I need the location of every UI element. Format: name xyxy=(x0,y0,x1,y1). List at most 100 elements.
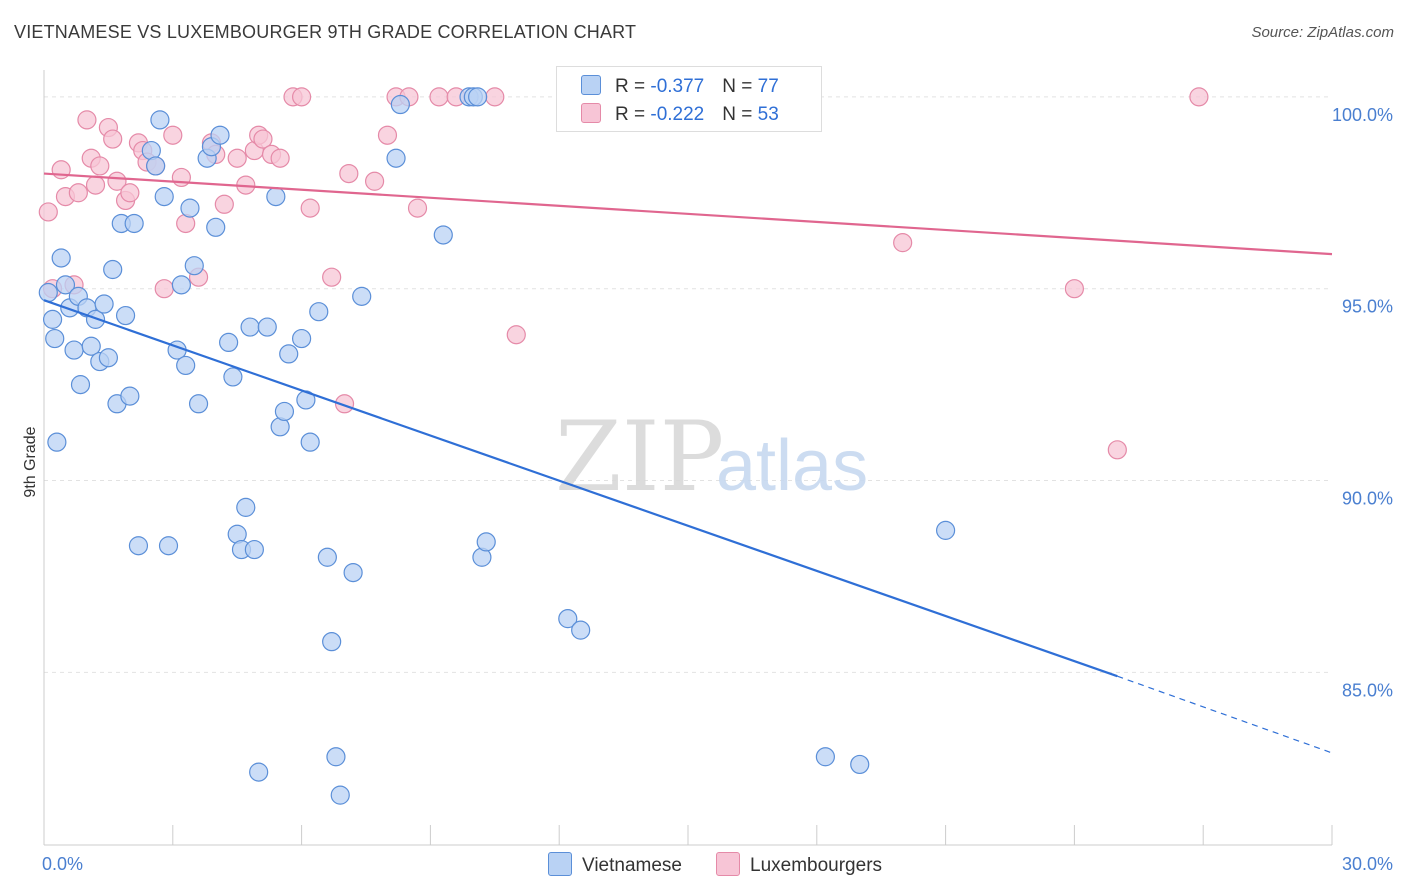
data-point xyxy=(210,125,230,145)
data-point xyxy=(506,325,526,345)
data-point xyxy=(223,367,243,387)
correlation-legend: R = -0.377 N = 77 R = -0.222 N = 53 xyxy=(556,66,822,132)
luxembourger-trend-line xyxy=(43,172,1333,256)
luxembourger-legend-swatch-icon xyxy=(716,852,740,876)
legend-n-value: 53 xyxy=(757,104,779,125)
y-tick-label: 95.0% xyxy=(1342,297,1393,317)
data-point xyxy=(115,305,136,326)
data-point xyxy=(70,375,91,395)
data-point xyxy=(236,497,256,517)
data-point xyxy=(322,632,342,652)
data-point xyxy=(206,217,226,237)
data-point xyxy=(433,225,453,245)
data-point xyxy=(1064,279,1085,299)
data-point xyxy=(81,336,101,356)
x-tick-label: 0.0% xyxy=(42,854,83,874)
vietnamese-legend-swatch-icon xyxy=(548,852,572,876)
bottom-legend-label: Vietnamese xyxy=(582,855,682,876)
vietnamese-trend-line xyxy=(43,299,1118,678)
data-point xyxy=(485,87,505,107)
data-point xyxy=(103,129,123,149)
data-point xyxy=(42,309,63,329)
data-point xyxy=(326,747,346,767)
bottom-legend-luxembourger: Luxembourgers xyxy=(716,852,882,877)
data-point xyxy=(47,432,67,452)
data-point xyxy=(154,279,174,299)
data-point xyxy=(352,286,372,306)
legend-n-label: N = xyxy=(722,104,758,125)
data-point xyxy=(77,110,97,130)
data-point xyxy=(180,198,200,218)
data-point xyxy=(171,275,191,295)
data-point xyxy=(90,156,110,176)
data-point xyxy=(45,328,65,349)
chart-title: VIETNAMESE VS LUXEMBOURGER 9TH GRADE COR… xyxy=(14,22,637,42)
legend-n-value: 77 xyxy=(757,76,779,97)
data-point xyxy=(120,183,140,203)
data-point xyxy=(429,87,449,107)
data-point xyxy=(334,394,355,414)
data-point xyxy=(107,171,127,191)
y-tick-label: 90.0% xyxy=(1342,489,1393,509)
y-tick-label: 85.0% xyxy=(1342,680,1393,700)
legend-row-vietnamese: R = -0.377 N = 77 xyxy=(581,75,779,98)
data-point xyxy=(850,754,870,775)
data-point xyxy=(146,156,166,176)
data-point xyxy=(219,332,239,353)
legend-row-luxembourger: R = -0.222 N = 53 xyxy=(581,103,779,126)
data-point xyxy=(893,233,913,253)
data-point xyxy=(815,747,835,767)
legend-r-label: R = xyxy=(615,76,651,97)
data-point xyxy=(128,536,149,556)
data-point xyxy=(158,536,179,556)
tick-labels: 100.0% 95.0% 90.0% 85.0% 0.0% 30.0% xyxy=(42,105,1393,874)
axis-layer xyxy=(43,70,1333,846)
data-point xyxy=(244,539,264,560)
data-point xyxy=(476,532,496,552)
watermark-zip: ZIP xyxy=(555,401,724,513)
data-point xyxy=(163,125,183,145)
data-point xyxy=(407,198,428,218)
data-point xyxy=(300,198,320,218)
data-point xyxy=(214,194,234,214)
data-point xyxy=(171,167,191,188)
watermark-atlas: atlas xyxy=(716,426,868,506)
data-point xyxy=(240,317,260,337)
data-point xyxy=(184,256,204,276)
vietnamese-swatch-icon xyxy=(581,75,601,95)
bottom-legend-label: Luxembourgers xyxy=(750,855,883,876)
data-point xyxy=(309,302,329,322)
data-point xyxy=(253,129,273,149)
data-point xyxy=(270,148,290,168)
legend-r-label: R = xyxy=(615,104,651,125)
luxembourger-swatch-icon xyxy=(581,103,601,123)
data-point xyxy=(85,175,106,195)
data-point xyxy=(120,386,140,406)
legend-n-label: N = xyxy=(722,76,758,97)
data-point xyxy=(317,547,337,567)
data-point xyxy=(55,275,76,295)
data-point xyxy=(364,171,385,191)
watermark: ZIP atlas xyxy=(555,401,868,513)
legend-r-value: -0.377 xyxy=(650,76,705,97)
data-point xyxy=(51,248,71,268)
data-point xyxy=(64,340,84,360)
data-point xyxy=(339,163,359,184)
y-tick-label: 100.0% xyxy=(1332,105,1393,125)
data-point xyxy=(227,148,247,168)
data-point xyxy=(274,401,295,422)
data-point xyxy=(103,259,123,280)
data-point xyxy=(38,202,58,222)
data-point xyxy=(292,328,312,349)
data-point xyxy=(558,609,578,629)
data-point xyxy=(330,785,350,805)
data-point xyxy=(390,94,410,115)
data-point xyxy=(94,294,114,314)
data-point xyxy=(150,110,170,130)
data-point xyxy=(124,213,144,234)
data-point xyxy=(935,520,956,540)
legend-r-value: -0.222 xyxy=(650,104,705,125)
vietnamese-trend-extension xyxy=(1117,675,1333,754)
data-point xyxy=(343,562,363,583)
